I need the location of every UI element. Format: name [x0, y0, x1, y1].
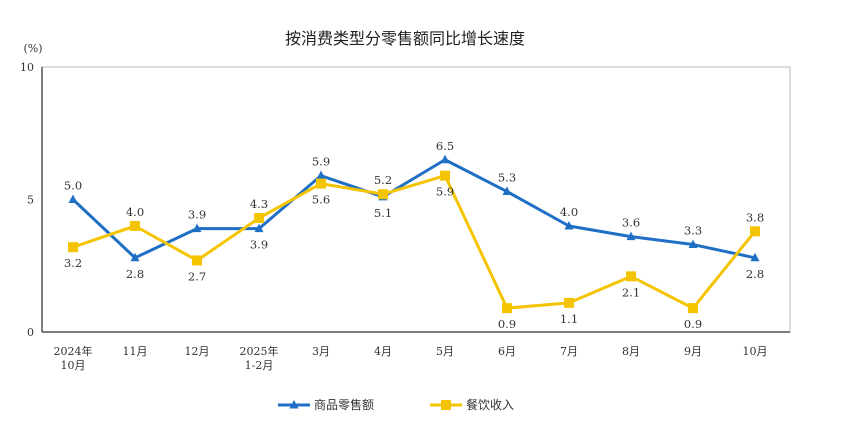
x-tick-label: 8月	[622, 345, 640, 358]
data-point	[564, 221, 574, 230]
data-label: 0.9	[684, 317, 702, 331]
data-label: 6.5	[436, 139, 454, 153]
data-label: 2.8	[126, 267, 144, 281]
x-tick-label: 1-2月	[245, 359, 274, 372]
data-label: 3.9	[188, 208, 206, 222]
data-label: 3.2	[64, 256, 82, 270]
x-tick-label: 2024年	[54, 344, 93, 358]
data-label: 5.6	[312, 193, 330, 207]
data-point	[316, 170, 326, 180]
y-axis-unit: (%)	[23, 42, 42, 55]
x-tick-label: 2025年	[240, 344, 279, 358]
y-tick-label: 0	[27, 326, 34, 339]
x-tick-label: 9月	[684, 345, 702, 358]
data-point	[502, 303, 512, 314]
data-point	[564, 297, 574, 308]
data-label: 4.3	[250, 197, 268, 211]
data-point	[626, 271, 636, 282]
data-point	[750, 252, 760, 262]
data-label: 0.9	[498, 317, 516, 331]
data-label: 4.0	[560, 205, 578, 219]
data-label: 4.0	[126, 205, 144, 219]
data-label: 5.9	[312, 155, 330, 169]
x-tick-label: 10月	[743, 345, 768, 358]
x-tick-label: 11月	[123, 345, 148, 358]
plot-frame	[41, 66, 791, 333]
data-point	[254, 223, 264, 233]
legend-marker	[289, 400, 299, 409]
data-point	[130, 221, 140, 231]
series-retail-goods	[68, 154, 760, 262]
data-point	[440, 170, 450, 181]
x-tick-label: 10月	[61, 359, 86, 372]
data-label: 5.9	[436, 185, 454, 199]
x-tick-label: 5月	[436, 345, 454, 358]
legend-label: 餐饮收入	[466, 397, 514, 412]
data-label: 3.9	[250, 238, 268, 252]
data-point	[68, 194, 78, 203]
x-tick-label: 6月	[498, 345, 516, 358]
data-point	[130, 252, 140, 262]
data-point	[316, 178, 326, 189]
x-tick-label: 12月	[185, 345, 210, 358]
y-tick-label: 5	[27, 194, 34, 207]
data-point	[68, 242, 78, 253]
data-point	[378, 189, 388, 200]
data-label: 5.0	[64, 179, 82, 193]
chart-title: 按消费类型分零售额同比增长速度	[285, 29, 525, 48]
data-point	[626, 231, 636, 241]
data-label: 3.6	[622, 216, 640, 230]
data-point	[688, 303, 698, 314]
series-line	[71, 158, 756, 260]
x-tick-label: 3月	[312, 345, 330, 358]
x-tick-label: 4月	[374, 345, 392, 358]
data-label: 2.7	[188, 269, 206, 283]
x-tick-label: 7月	[560, 345, 578, 358]
legend-label: 商品零售额	[314, 397, 374, 412]
legend-item: 餐饮收入	[430, 397, 514, 412]
data-label: 5.2	[374, 173, 392, 187]
legend-item: 商品零售额	[278, 397, 374, 412]
data-label: 1.1	[560, 312, 578, 326]
data-point	[502, 186, 512, 196]
data-point	[192, 255, 202, 266]
legend-marker	[441, 400, 451, 410]
y-tick-label: 10	[20, 61, 34, 74]
data-label: 5.3	[498, 171, 516, 185]
data-point	[254, 213, 264, 224]
data-point	[688, 239, 698, 249]
data-label: 2.8	[746, 267, 764, 281]
series-line	[72, 174, 757, 310]
series-catering	[68, 170, 760, 314]
data-label: 2.1	[622, 285, 640, 299]
data-point	[750, 226, 760, 237]
data-point	[440, 154, 450, 164]
data-label: 3.3	[684, 224, 702, 238]
data-label: 3.8	[746, 210, 764, 224]
data-point	[192, 223, 202, 233]
data-label: 5.1	[374, 206, 392, 220]
